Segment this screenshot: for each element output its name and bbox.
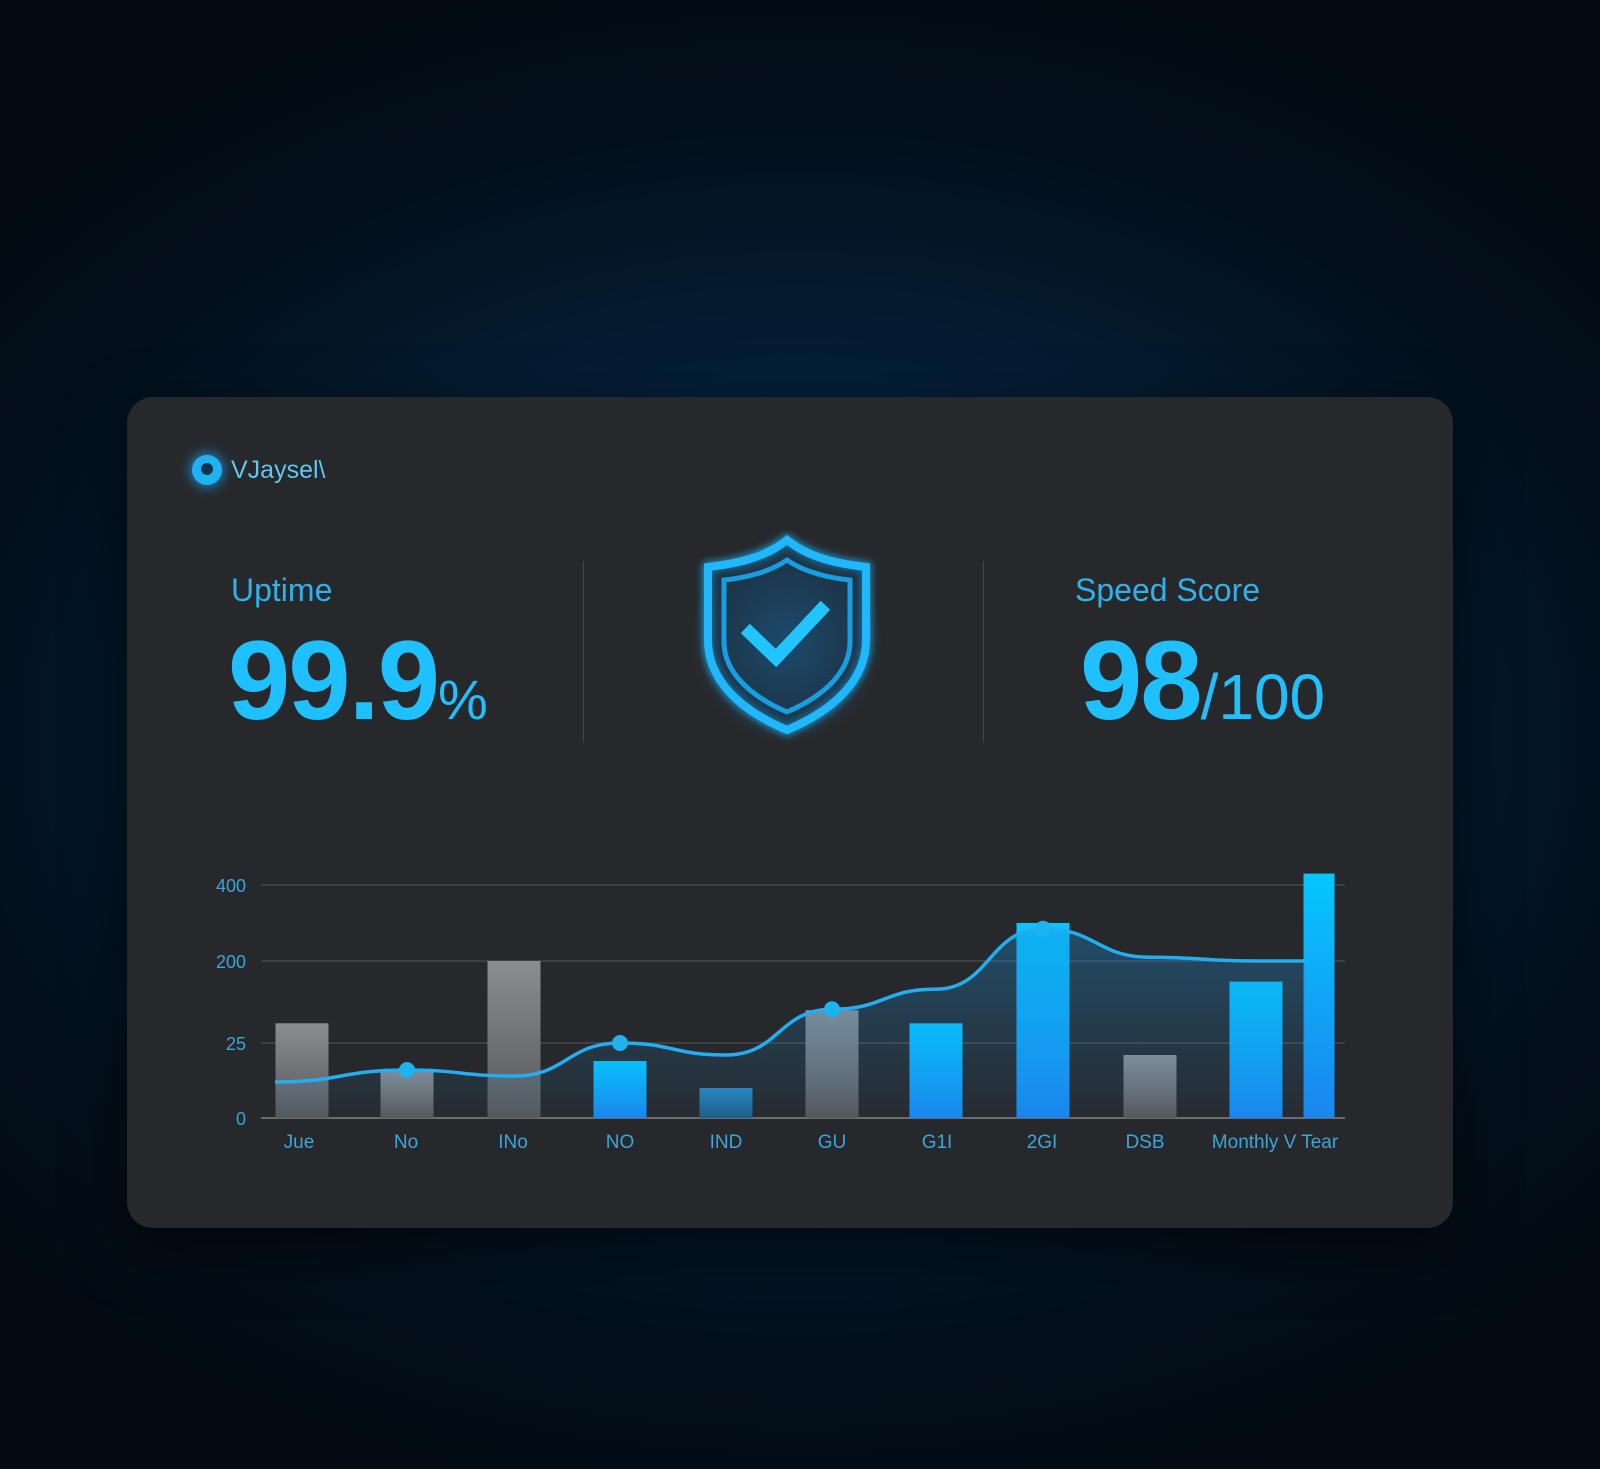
x-tick-label: INo [498, 1132, 528, 1153]
line-marker [612, 1035, 628, 1051]
brand-icon [192, 455, 222, 485]
y-tick-label: 0 [236, 1109, 246, 1129]
uptime-label: Uptime [231, 572, 333, 608]
line-marker [824, 1001, 840, 1018]
divider-right [983, 561, 984, 742]
y-tick-label: 25 [226, 1034, 246, 1054]
x-tick-label: DSB [1125, 1132, 1164, 1153]
y-tick-label: 400 [216, 876, 246, 896]
x-tick-label: 2GI [1027, 1132, 1058, 1153]
x-tick-label: Jue [284, 1132, 315, 1153]
bar-extra [1303, 873, 1335, 1118]
speed-score-unit: /100 [1200, 661, 1326, 733]
speed-score-value: 98/100 [1080, 625, 1325, 737]
brand-logo[interactable]: VJaysel\ [192, 455, 325, 485]
divider-left [583, 561, 584, 742]
x-tick-label: NO [606, 1132, 635, 1153]
x-tick-label: G1I [922, 1132, 953, 1153]
uptime-number: 99.9 [228, 618, 440, 743]
speed-score-number: 98 [1080, 618, 1203, 743]
line-marker [1035, 920, 1051, 937]
x-tick-label: Monthly V Tear [1212, 1132, 1339, 1153]
shield-check-icon [690, 530, 885, 750]
x-tick-label: No [394, 1132, 418, 1153]
speed-score-label: Speed Score [1075, 572, 1261, 608]
uptime-value: 99.9% [228, 625, 488, 737]
x-tick-label: GU [818, 1132, 847, 1153]
line-marker [399, 1062, 415, 1078]
brand-name: VJaysel\ [231, 455, 326, 484]
y-tick-label: 200 [216, 952, 246, 972]
x-tick-label: IND [710, 1132, 743, 1153]
uptime-unit: % [437, 668, 488, 731]
